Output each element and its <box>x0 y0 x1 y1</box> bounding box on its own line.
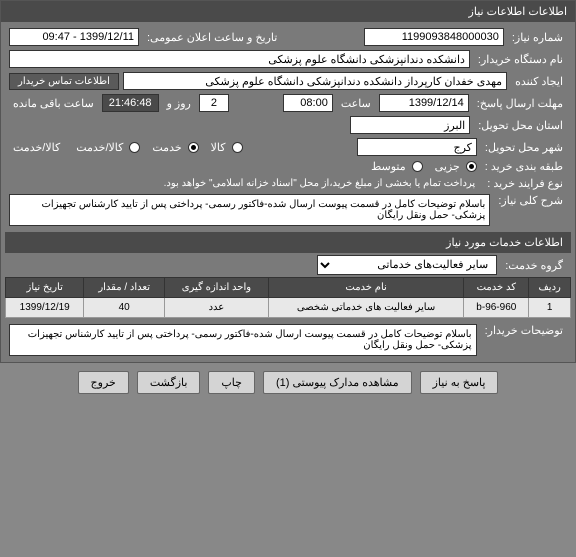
main-panel: اطلاعات اطلاعات نیاز شماره نیاز: تاریخ و… <box>0 0 576 363</box>
respond-button[interactable]: پاسخ به نیاز <box>420 371 499 394</box>
need-number-input[interactable] <box>364 28 504 46</box>
back-button[interactable]: بازگشت <box>137 371 201 394</box>
public-date-label: تاریخ و ساعت اعلان عمومی: <box>143 31 281 44</box>
row-creator: ایجاد کننده اطلاعات تماس خریدار <box>5 70 571 92</box>
description-label: شرح کلی نیاز: <box>494 194 567 207</box>
city-label: شهر محل تحویل: <box>481 141 567 154</box>
radio-goods[interactable]: کالا <box>207 141 243 154</box>
countdown-display: 21:46:48 <box>102 94 159 112</box>
row-service-group: گروه خدمت: سایر فعالیت‌های خدماتی <box>5 253 571 277</box>
service-group-label: گروه خدمت: <box>501 259 567 272</box>
description-textarea[interactable] <box>9 194 490 226</box>
th-code: کد خدمت <box>464 278 529 298</box>
attachments-button[interactable]: مشاهده مدارک پیوستی (1) <box>263 371 412 394</box>
cell-date: 1399/12/19 <box>6 298 84 318</box>
purchase-note: پرداخت تمام یا بخشی از مبلغ خرید،از محل … <box>160 178 480 189</box>
deadline-label: مهلت ارسال پاسخ: <box>473 97 567 110</box>
row-description: شرح کلی نیاز: <box>5 192 571 228</box>
need-number-label: شماره نیاز: <box>508 31 567 44</box>
goods-service-radio-group: کالا خدمت کالا/خدمت کالا/خدمت <box>9 141 243 154</box>
cell-code: b-96-960 <box>464 298 529 318</box>
buyer-notes-label: توضیحات خریدار: <box>481 324 567 337</box>
cell-row: 1 <box>529 298 571 318</box>
row-buyer-notes: توضیحات خریدار: <box>5 322 571 358</box>
radio-service[interactable]: خدمت <box>148 141 198 154</box>
radio-both[interactable]: کالا/خدمت <box>72 141 140 154</box>
radio-medium[interactable]: متوسط <box>367 160 423 173</box>
radio-medium-label: متوسط <box>367 160 410 173</box>
remaining-label: ساعت باقی مانده <box>9 97 98 110</box>
th-qty: تعداد / مقدار <box>84 278 165 298</box>
radio-icon <box>232 142 243 153</box>
creator-label: ایجاد کننده <box>511 75 567 88</box>
row-purchase-type: نوع فرایند خرید : پرداخت تمام یا بخشی از… <box>5 175 571 192</box>
panel-body: شماره نیاز: تاریخ و ساعت اعلان عمومی: نا… <box>1 22 575 362</box>
footer-buttons: پاسخ به نیاز مشاهده مدارک پیوستی (1) چاپ… <box>0 363 576 402</box>
service-group-select[interactable]: سایر فعالیت‌های خدماتی <box>317 255 497 275</box>
radio-service-label: خدمت <box>148 141 185 154</box>
th-name: نام خدمت <box>268 278 463 298</box>
time-label1: ساعت <box>337 97 375 110</box>
services-section-header: اطلاعات خدمات مورد نیاز <box>5 232 571 253</box>
panel-title: اطلاعات اطلاعات نیاز <box>1 1 575 22</box>
row-deadline: مهلت ارسال پاسخ: ساعت روز و 21:46:48 ساع… <box>5 92 571 114</box>
purchase-class-label: طبقه بندی خرید : <box>481 160 567 173</box>
buyer-notes-textarea[interactable] <box>9 324 477 356</box>
days-label: روز و <box>163 97 195 110</box>
th-unit: واحد اندازه گیری <box>164 278 268 298</box>
public-date-input[interactable] <box>9 28 139 46</box>
row-province: استان محل تحویل: <box>5 114 571 136</box>
table-row[interactable]: 1 b-96-960 سایر فعالیت های خدماتی شخصی ع… <box>6 298 571 318</box>
creator-input[interactable] <box>123 72 507 90</box>
province-input[interactable] <box>350 116 470 134</box>
cell-qty: 40 <box>84 298 165 318</box>
cell-name: سایر فعالیت های خدماتی شخصی <box>268 298 463 318</box>
city-input[interactable] <box>357 138 477 156</box>
radio-icon <box>129 142 140 153</box>
org-name-input[interactable] <box>9 50 470 68</box>
row-org: نام دستگاه خریدار: <box>5 48 571 70</box>
row-class: طبقه بندی خرید : جزیی متوسط <box>5 158 571 175</box>
radio-icon <box>466 161 477 172</box>
class-radio-group: جزیی متوسط <box>367 160 477 173</box>
table-header-row: ردیف کد خدمت نام خدمت واحد اندازه گیری ت… <box>6 278 571 298</box>
radio-icon <box>412 161 423 172</box>
purchase-type-label: نوع فرایند خرید : <box>483 177 567 190</box>
province-label: استان محل تحویل: <box>474 119 567 132</box>
radio-partial-label: جزیی <box>431 160 464 173</box>
row-need-number: شماره نیاز: تاریخ و ساعت اعلان عمومی: <box>5 26 571 48</box>
response-date-input[interactable] <box>379 94 469 112</box>
response-time-input[interactable] <box>283 94 333 112</box>
th-date: تاریخ نیاز <box>6 278 84 298</box>
row-city: شهر محل تحویل: کالا خدمت کالا/خدمت کالا/… <box>5 136 571 158</box>
print-button[interactable]: چاپ <box>208 371 255 394</box>
services-table: ردیف کد خدمت نام خدمت واحد اندازه گیری ت… <box>5 277 571 318</box>
exit-button[interactable]: خروج <box>78 371 129 394</box>
radio-partial[interactable]: جزیی <box>431 160 477 173</box>
days-input[interactable] <box>199 94 229 112</box>
th-row: ردیف <box>529 278 571 298</box>
org-name-label: نام دستگاه خریدار: <box>474 53 567 66</box>
radio-both-label: کالا/خدمت <box>72 141 127 154</box>
contact-info-button[interactable]: اطلاعات تماس خریدار <box>9 73 119 90</box>
radio-goods-label: کالا <box>207 141 230 154</box>
goods-service-label: کالا/خدمت <box>9 141 64 154</box>
cell-unit: عدد <box>164 298 268 318</box>
radio-icon <box>188 142 199 153</box>
